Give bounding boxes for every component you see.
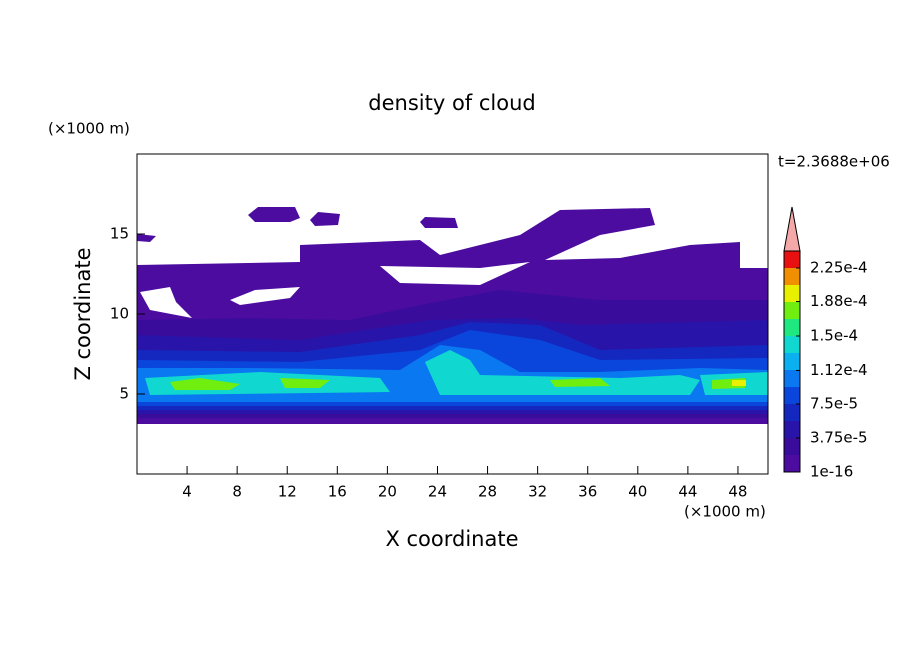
x-tick-label: 32 [528,483,547,501]
colorbar-band [784,438,800,455]
colorbar-extension [783,206,801,252]
colorbar-frame [783,250,801,473]
contour-region [248,207,300,222]
colorbar-band [784,455,800,472]
contour-region [170,378,240,390]
colorbar-band [784,370,800,387]
colorbar-band [784,285,800,302]
x-tick-label: 40 [628,483,647,501]
colorbar-tick-label: 1.88e-4 [810,292,868,310]
x-tick-label: 4 [182,483,192,501]
contour-field [137,207,768,424]
colorbar-tick-label: 1e-16 [810,463,853,481]
y-tick-label: 10 [110,305,129,323]
x-tick-label: 8 [232,483,242,501]
x-tick-label: 24 [428,483,447,501]
contour-region [310,212,340,226]
x-axis-title: X coordinate [385,527,518,551]
x-tick-label: 48 [728,483,747,501]
chart-title: density of cloud [368,91,535,115]
contour-region [280,378,330,388]
contour-region [425,350,700,395]
x-tick-label: 20 [378,483,397,501]
colorbar-band [784,336,800,353]
x-tick-label: 44 [678,483,697,501]
colorbar-band [784,353,800,370]
x-unit: (×1000 m) [684,503,766,521]
y-unit: (×1000 m) [48,120,130,138]
colorbar-band [784,387,800,404]
x-tick-label: 16 [328,483,347,501]
colorbar-band [784,319,800,336]
x-tick-label: 36 [578,483,597,501]
colorbar-band [784,251,800,268]
annotation: t=2.3688e+06 [778,153,890,171]
colorbar-band [784,302,800,319]
x-tick-label: 12 [278,483,297,501]
contour-region [137,234,156,242]
colorbar-band [784,404,800,421]
colorbar-tick-label: 2.25e-4 [810,259,868,277]
contour-region [550,378,610,387]
y-axis-title: Z coordinate [71,247,95,380]
contour-region [732,380,746,386]
colorbar-tick-label: 3.75e-5 [810,429,868,447]
colorbar-tick-label: 1.12e-4 [810,361,868,379]
contour-region [420,217,458,228]
x-tick-label: 28 [478,483,497,501]
y-tick-label: 5 [119,385,129,403]
colorbar-band [784,421,800,438]
y-tick-label: 15 [110,225,129,243]
colorbar-band [784,268,800,285]
colorbar-tick-label: 7.5e-5 [810,395,858,413]
colorbar-tick-label: 1.5e-4 [810,327,858,345]
